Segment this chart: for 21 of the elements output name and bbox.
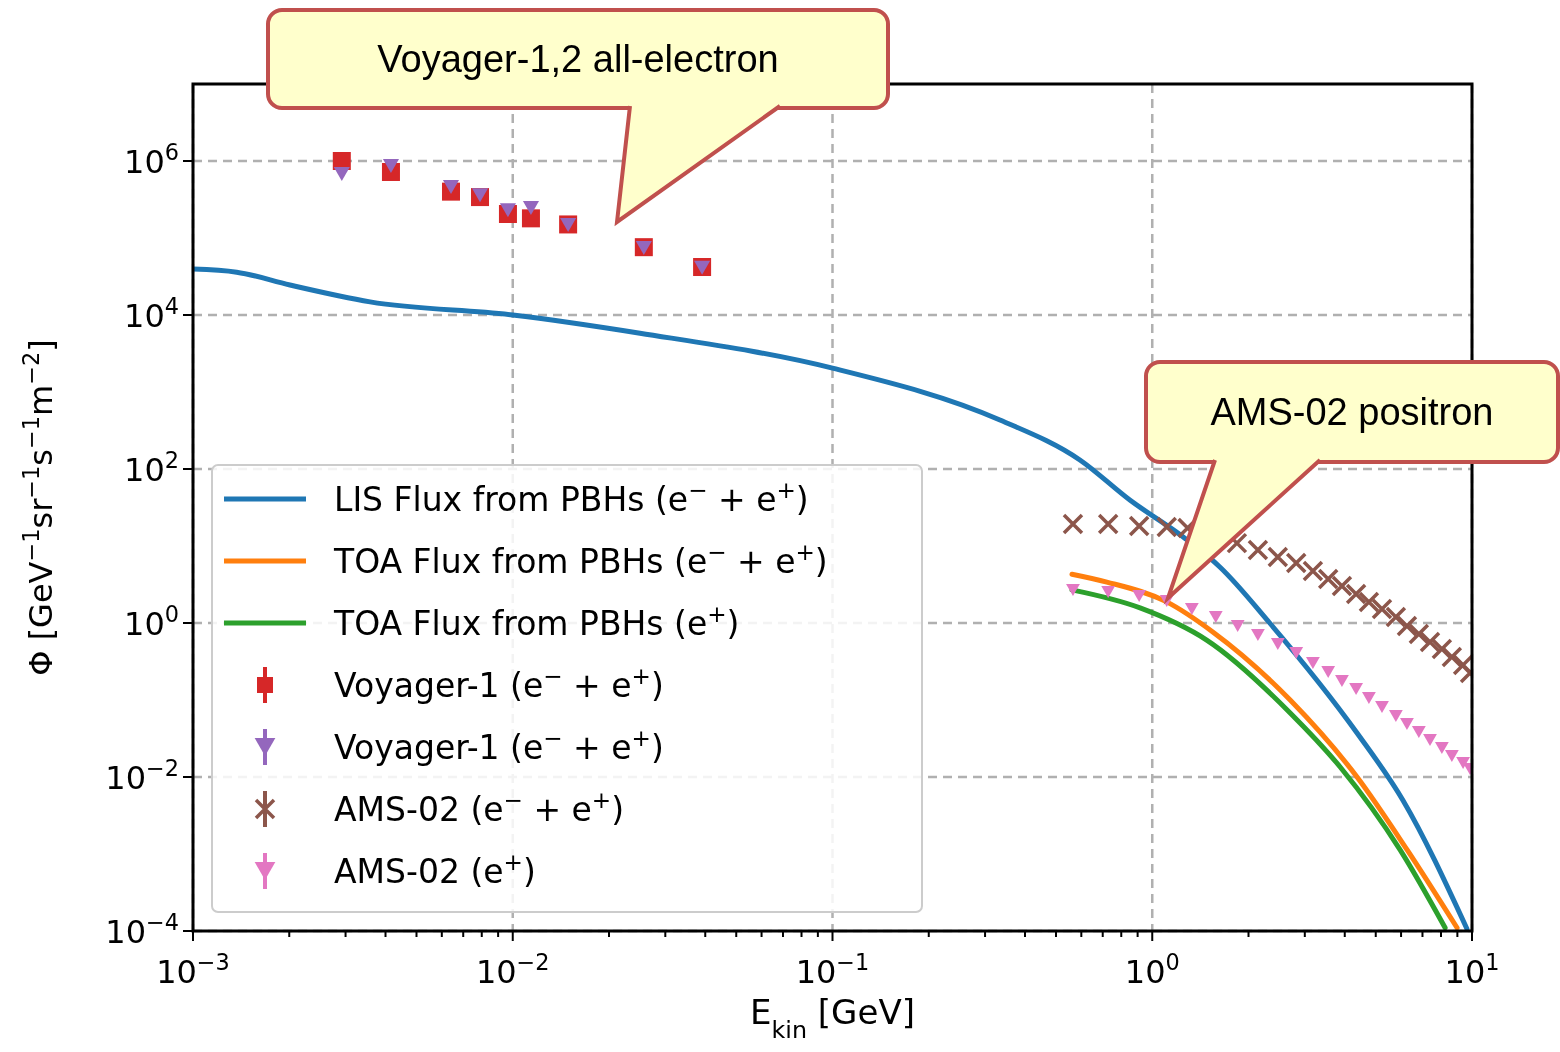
legend-label: AMS-02 (e$^{−}$ + e$^{+}$) — [334, 787, 625, 829]
legend-label: AMS-02 (e$^{+}$) — [334, 849, 536, 891]
x-tick-label: 10$^{−1}$ — [795, 949, 870, 991]
y-tick-label: 10$^{6}$ — [124, 139, 179, 181]
legend-label: LIS Flux from PBHs (e$^{−}$ + e$^{+}$) — [334, 477, 809, 519]
x-axis-title: E$_{kin}$ [GeV] — [750, 992, 915, 1044]
y-tick-label: 10$^{−2}$ — [105, 755, 179, 797]
text: Voyager-1,2 all-electron — [377, 38, 779, 80]
x-tick-label: 10$^{1}$ — [1444, 949, 1500, 991]
legend-label: TOA Flux from PBHs (e$^{+}$) — [333, 601, 740, 643]
y-tick-label: 10$^{4}$ — [124, 293, 179, 335]
legend-label: TOA Flux from PBHs (e$^{−}$ + e$^{+}$) — [333, 539, 828, 581]
x-tick-label: 10$^{0}$ — [1124, 949, 1180, 991]
legend-label: Voyager-1 (e$^{−}$ + e$^{+}$) — [334, 725, 664, 767]
legend-label: Voyager-1 (e$^{−}$ + e$^{+}$) — [334, 663, 664, 705]
y-tick-label: 10$^{−4}$ — [105, 909, 179, 951]
x-tick-label: 10$^{−2}$ — [475, 949, 550, 991]
y-tick-label: 10$^{0}$ — [124, 601, 179, 643]
x-tick-label: 10$^{−3}$ — [156, 949, 230, 991]
y-tick-label: 10$^{2}$ — [124, 447, 179, 489]
annotation: AMS-02 positron — [1210, 391, 1494, 433]
